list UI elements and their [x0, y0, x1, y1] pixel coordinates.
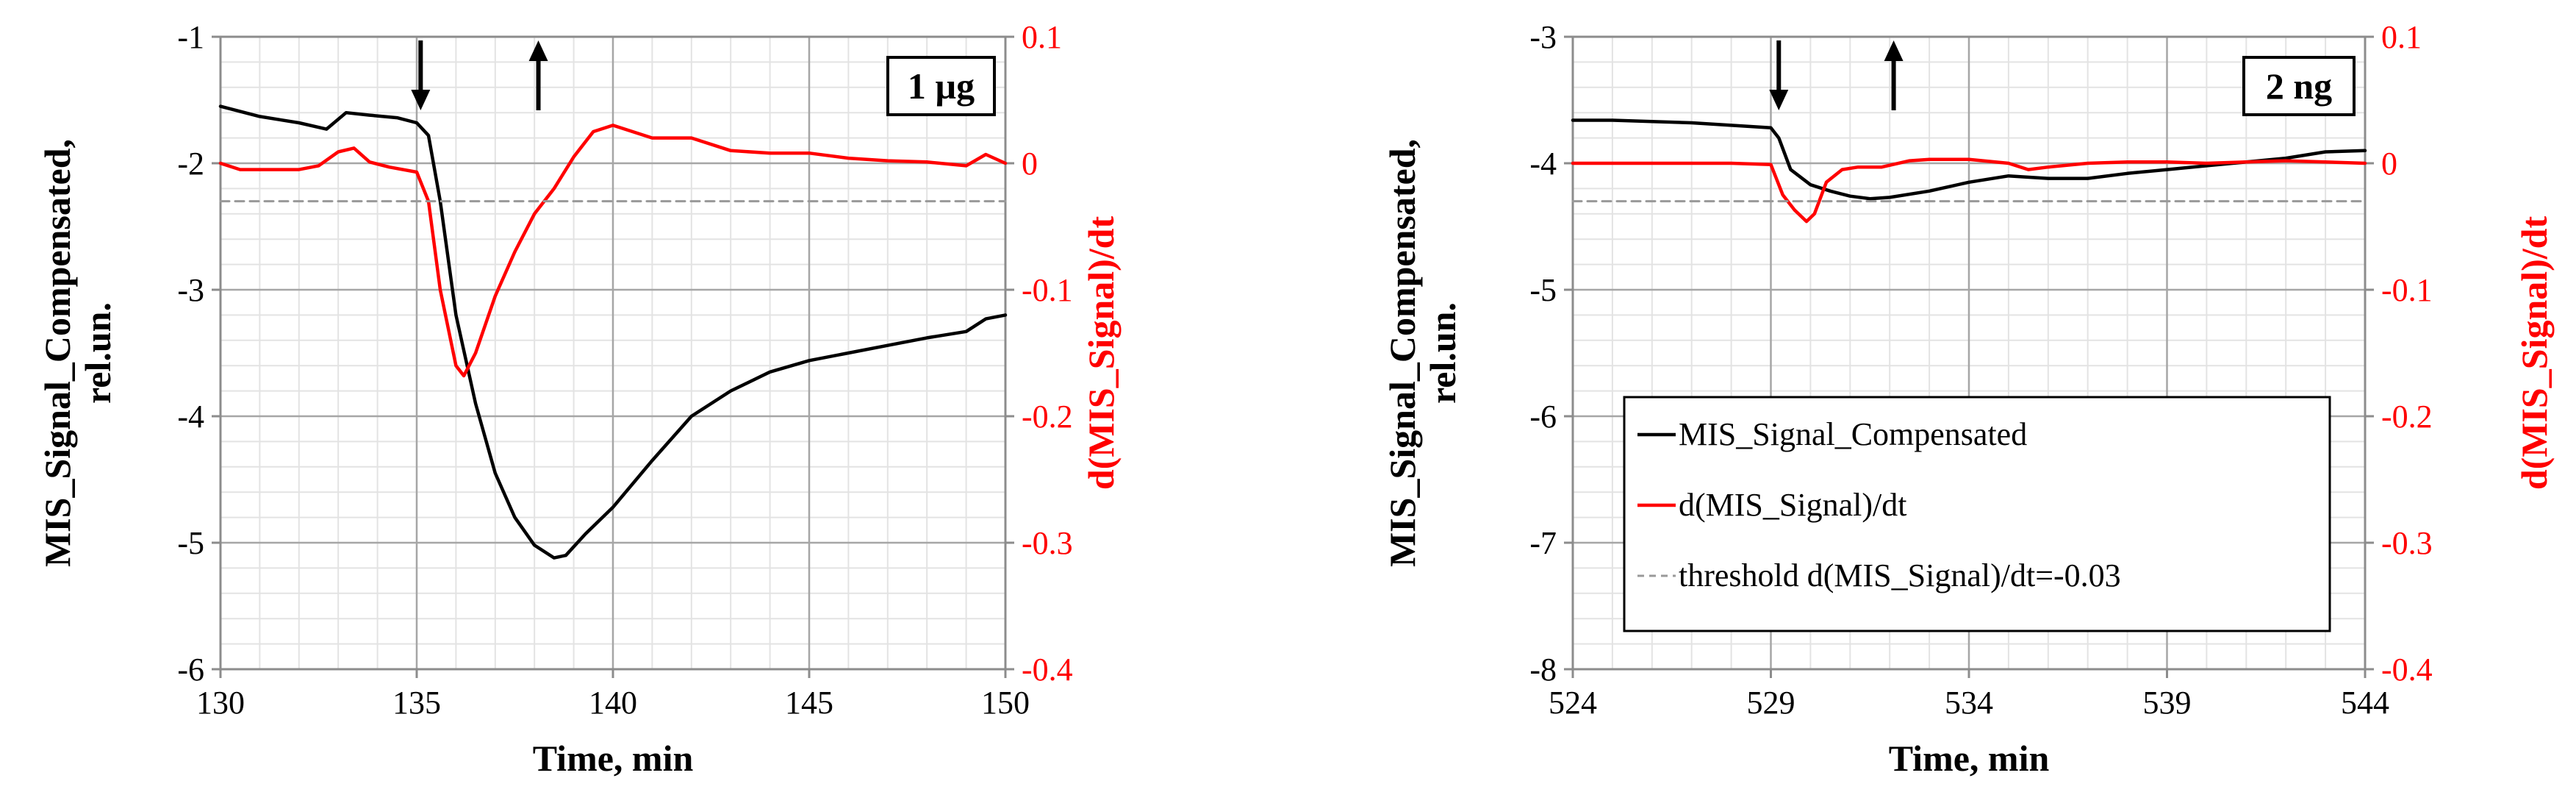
arrow-up-head	[1884, 40, 1904, 61]
annotation-label: 1 µg	[908, 65, 975, 107]
x-axis-title: Time, min	[533, 738, 694, 779]
arrow-up-head	[528, 40, 548, 61]
y-left-axis-title-line2: rel.un.	[1422, 302, 1463, 404]
y-left-tick-label: -3	[177, 272, 204, 308]
y-right-tick-label: 0	[1022, 146, 1038, 182]
y-right-tick-label: -0.3	[2381, 525, 2433, 561]
y-right-tick-label: 0.1	[2381, 19, 2422, 55]
y-right-tick-label: -0.1	[2381, 272, 2433, 308]
x-tick-label: 140	[589, 685, 637, 721]
x-tick-label: 544	[2341, 685, 2389, 721]
annotation-box	[886, 56, 996, 116]
chart-panel-1: -6 -5 -4 -3 -2 -1 -0.4 -0.3 -0.2 -0.1 0 0.1 130 135 14…	[37, 19, 1122, 779]
arrow-down-head	[411, 90, 431, 110]
y-right-tick-label: -0.3	[1022, 525, 1073, 561]
signal-series-line	[1571, 118, 2367, 201]
chart-panel-2: -8 -7 -6 -5 -4 -3 -0.4 -0.3 -0.2 -0.1 0 0.1 524 529 53…	[1382, 19, 2555, 779]
y-left-tick-label: -5	[1529, 272, 1557, 308]
y-left-tick-label: -2	[177, 146, 204, 182]
x-axis-title: Time, min	[1889, 738, 2050, 779]
derivative-series-line	[218, 124, 1008, 378]
x-tick-label: 539	[2143, 685, 2192, 721]
x-tick-label: 135	[392, 685, 441, 721]
y-right-axis-title: d(MIS_Signal)/dt	[2514, 216, 2555, 491]
arrow-down-head	[1769, 90, 1789, 110]
x-tick-label: 150	[981, 685, 1030, 721]
y-left-tick-label: -7	[1529, 525, 1557, 561]
derivative-series-line	[1571, 157, 2367, 224]
y-right-tick-label: -0.1	[1022, 272, 1073, 308]
y-left-tick-label: -4	[1529, 146, 1557, 182]
y-left-tick-label: -1	[177, 19, 204, 55]
y-left-tick-label: -5	[177, 525, 204, 561]
y-right-axis-title: d(MIS_Signal)/dt	[1080, 216, 1122, 491]
x-tick-label: 529	[1747, 685, 1795, 721]
x-tick-label: 145	[785, 685, 833, 721]
y-right-tick-label: -0.4	[2381, 652, 2433, 688]
annotation-label: 2 ng	[2266, 65, 2332, 107]
y-left-axis-title-line2: rel.un.	[77, 302, 118, 404]
legend-entry-label: threshold d(MIS_Signal)/dt=-0.03	[1679, 557, 2121, 593]
y-left-axis-title-line1: MIS_Signal_Compensated,	[1382, 139, 1423, 567]
y-right-tick-label: 0.1	[1022, 19, 1062, 55]
y-right-tick-label: 0	[2381, 146, 2397, 182]
y-left-tick-label: -6	[1529, 399, 1557, 435]
y-right-tick-label: -0.4	[1022, 652, 1073, 688]
y-left-tick-label: -8	[1529, 652, 1557, 688]
y-left-tick-label: -3	[1529, 19, 1557, 55]
legend-entry-label: d(MIS_Signal)/dt	[1679, 487, 1906, 523]
y-right-tick-label: -0.2	[2381, 399, 2433, 435]
x-tick-label: 534	[1945, 685, 1993, 721]
x-tick-label: 524	[1549, 685, 1597, 721]
y-left-tick-label: -6	[177, 652, 204, 688]
legend-entry-label: MIS_Signal_Compensated	[1679, 416, 2027, 452]
y-left-tick-label: -4	[177, 399, 204, 435]
y-left-axis-title-line1: MIS_Signal_Compensated,	[37, 139, 78, 567]
signal-series-line	[218, 104, 1008, 560]
annotation-box	[2242, 56, 2356, 116]
x-tick-label: 130	[196, 685, 245, 721]
legend-box	[1623, 396, 2331, 632]
y-right-tick-label: -0.2	[1022, 399, 1073, 435]
